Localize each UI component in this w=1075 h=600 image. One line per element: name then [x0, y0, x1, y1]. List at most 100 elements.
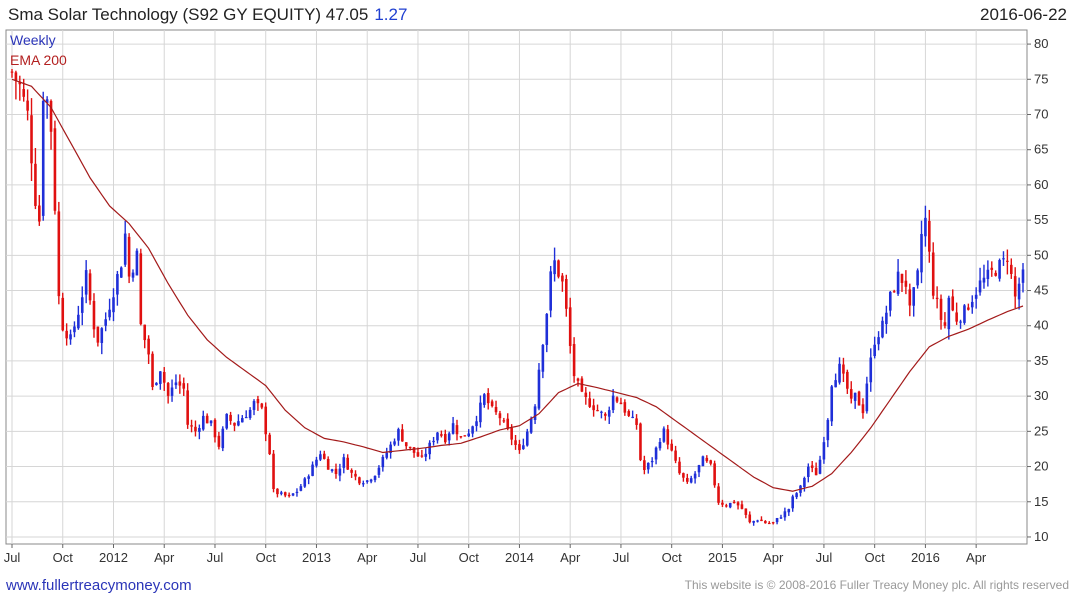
- candle-body: [241, 418, 244, 423]
- candle-body: [935, 297, 939, 300]
- candle-body: [510, 427, 513, 440]
- candle-body: [88, 273, 92, 301]
- candle-body: [53, 128, 57, 211]
- candle-body: [303, 478, 307, 487]
- candle-body: [732, 501, 736, 504]
- candle-body: [639, 423, 642, 460]
- candle-body: [888, 291, 892, 311]
- candle-body: [365, 480, 369, 482]
- candle-body: [615, 397, 619, 402]
- candle-body: [362, 483, 365, 485]
- candle-body: [807, 466, 810, 477]
- candle-body: [1002, 258, 1005, 260]
- candle-body: [416, 452, 420, 457]
- candle-body: [709, 460, 713, 464]
- candle-body: [80, 297, 84, 313]
- candle-body: [900, 273, 904, 283]
- candle-body: [330, 469, 334, 471]
- candle-body: [440, 434, 443, 436]
- price-change: 1.27: [374, 5, 408, 24]
- candle-body: [147, 338, 150, 355]
- candle-body: [498, 413, 502, 419]
- candle-body: [143, 324, 147, 341]
- candle-body: [268, 434, 271, 455]
- candle-body: [291, 493, 295, 496]
- y-tick-label: 60: [1034, 177, 1048, 192]
- candle-body: [455, 425, 459, 435]
- candle-body: [483, 394, 486, 405]
- footer-website-link[interactable]: www.fullertreacymoney.com: [6, 577, 192, 594]
- candle-body: [38, 205, 41, 222]
- candle-body: [209, 420, 213, 424]
- candle-body: [580, 378, 584, 392]
- candle-body: [982, 277, 986, 283]
- x-tick-label: Jul: [207, 550, 224, 565]
- candle-body: [564, 279, 568, 309]
- candle-body: [725, 505, 728, 507]
- candle-body: [600, 411, 603, 413]
- candle-body: [713, 463, 716, 486]
- candle-body: [846, 371, 849, 389]
- candle-body: [943, 322, 947, 326]
- candle-body: [233, 422, 236, 426]
- candle-body: [939, 298, 943, 320]
- candle-body: [182, 383, 186, 389]
- candle-body: [541, 344, 545, 372]
- candle-body: [26, 100, 29, 111]
- candle-body: [951, 296, 955, 311]
- candle-body: [447, 433, 451, 441]
- candle-body: [486, 393, 490, 404]
- candle-body: [479, 402, 482, 423]
- candle-body: [401, 429, 404, 442]
- candle-body: [955, 312, 958, 322]
- x-tick-label: Apr: [966, 550, 987, 565]
- candle-body: [155, 382, 158, 386]
- candle-body: [205, 415, 209, 424]
- candle-body: [369, 479, 373, 482]
- legend-weekly: Weekly: [10, 32, 56, 48]
- candle-body: [373, 475, 377, 481]
- candle-body: [459, 436, 463, 438]
- candle-body: [619, 402, 623, 405]
- candle-body: [506, 418, 510, 429]
- candle-body: [194, 426, 197, 432]
- y-tick-label: 65: [1034, 142, 1048, 157]
- candle-body: [151, 353, 154, 387]
- candle-body: [604, 413, 607, 416]
- candle-body: [354, 473, 357, 477]
- candle-body: [135, 250, 139, 276]
- candle-body: [963, 305, 966, 323]
- candle-body: [229, 414, 232, 421]
- candle-body: [84, 270, 88, 295]
- candle-body: [947, 297, 951, 330]
- candle-body: [100, 328, 104, 343]
- candle-body: [666, 429, 670, 445]
- candle-body: [311, 464, 314, 476]
- candle-body: [14, 72, 18, 81]
- candle-body: [475, 421, 478, 427]
- candle-body: [818, 459, 822, 474]
- candle-body: [276, 488, 279, 495]
- candle-body: [767, 522, 771, 525]
- candle-body: [662, 428, 666, 442]
- candle-body: [96, 326, 100, 343]
- candle-body: [381, 456, 385, 468]
- candle-body: [635, 418, 638, 425]
- candle-body: [322, 453, 326, 459]
- candle-body: [783, 511, 787, 518]
- x-tick-label: Oct: [662, 550, 683, 565]
- candle-body: [896, 271, 900, 294]
- candle-body: [10, 71, 14, 73]
- candle-body: [428, 442, 431, 455]
- candle-body: [119, 267, 123, 278]
- candle-body: [545, 313, 549, 345]
- candle-body: [494, 406, 498, 413]
- candle-body: [57, 211, 61, 297]
- x-tick-label: Jul: [613, 550, 630, 565]
- candle-body: [221, 428, 225, 449]
- candle-body: [436, 432, 439, 441]
- candle-body: [994, 272, 997, 276]
- candle-body: [49, 100, 53, 132]
- candle-body: [771, 522, 775, 524]
- candle-body: [795, 493, 798, 498]
